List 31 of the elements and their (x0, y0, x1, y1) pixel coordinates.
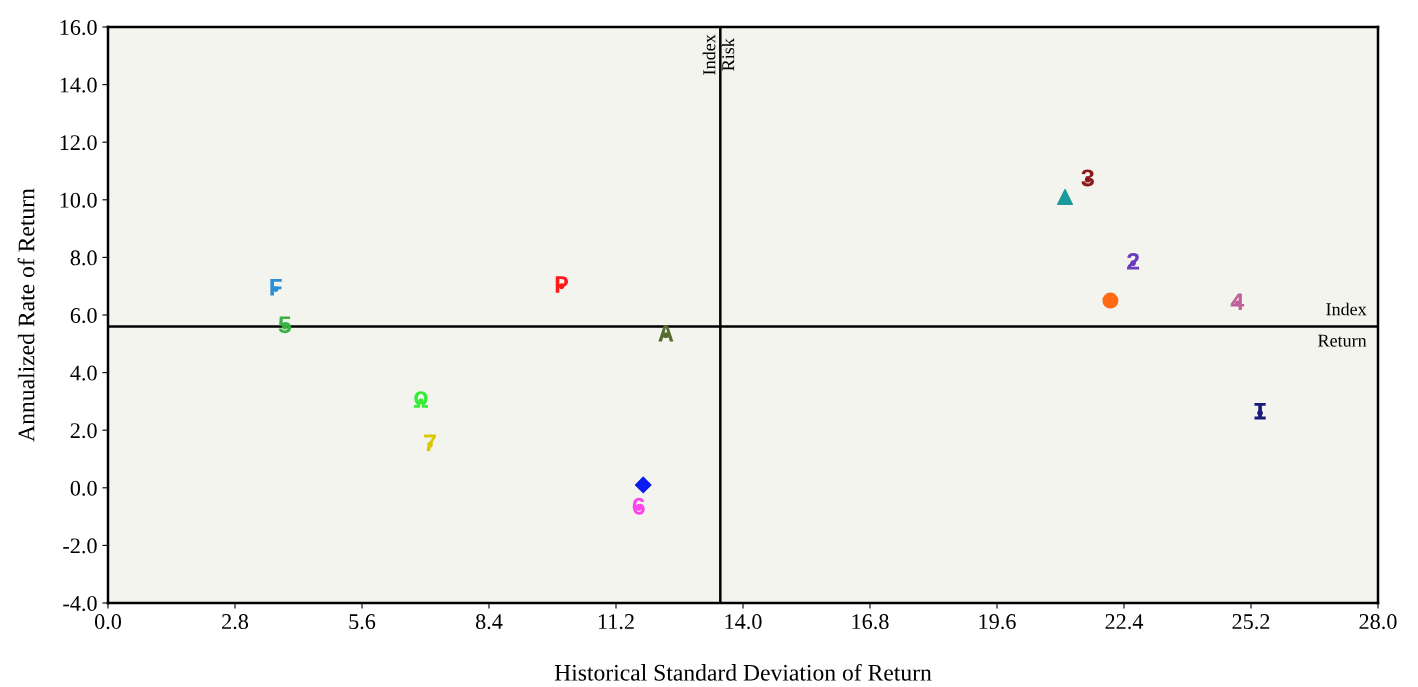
x-axis-title: Historical Standard Deviation of Return (554, 663, 932, 681)
x-tick-label: 0.0 (94, 614, 122, 630)
y-axis-title: Annualized Rate of Return (17, 188, 35, 442)
series-label: Ω (414, 391, 428, 408)
y-tick-label: 0.0 (70, 480, 97, 496)
x-tick-label: 25.2 (1232, 614, 1270, 630)
y-tick-label: 6.0 (70, 307, 97, 324)
y-tick-label: 4.0 (70, 365, 97, 381)
y-tick-label: 10.0 (60, 192, 97, 208)
x-tick-label: 11.2 (598, 614, 634, 630)
y-tick-label: 8.0 (70, 250, 97, 266)
ref-line-label: Index Risk (702, 34, 735, 75)
x-tick-label: 14.0 (725, 614, 762, 630)
y-tick-label: -2.0 (63, 538, 97, 554)
x-tick-label: 19.6 (979, 614, 1016, 630)
point (1057, 188, 1074, 205)
x-tick-label: 22.4 (1105, 614, 1144, 630)
x-tick-label: 28.0 (1359, 614, 1397, 630)
series-label: 6 (632, 497, 645, 515)
y-tick-label: -4.0 (63, 595, 97, 612)
point (1102, 292, 1119, 309)
x-tick-label: 5.6 (349, 614, 376, 630)
x-tick-label: 16.8 (852, 614, 889, 630)
x-tick-label: 2.8 (222, 614, 249, 630)
y-tick-label: 12.0 (60, 135, 97, 151)
ref-line-label: Index Return (1318, 302, 1367, 347)
point (634, 476, 652, 494)
x-tick-label: 8.4 (475, 614, 503, 630)
y-tick-label: 2.0 (70, 423, 97, 439)
y-tick-label: 16.0 (60, 19, 97, 36)
y-tick-label: 14.0 (60, 77, 97, 93)
